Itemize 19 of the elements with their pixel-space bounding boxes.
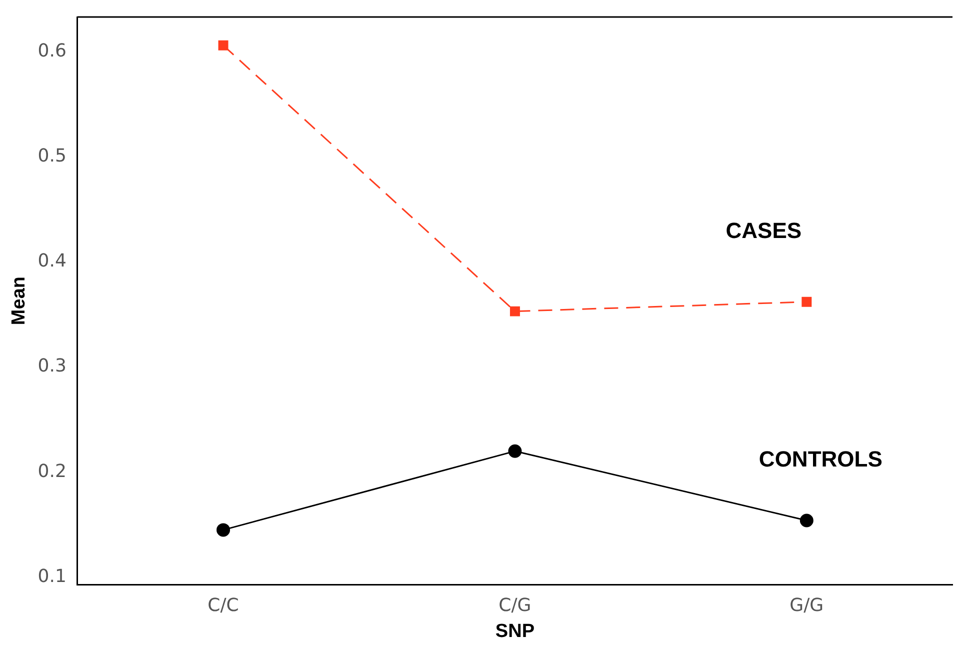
y-tick-label: 0.2 — [38, 460, 66, 482]
x-tick-label: C/G — [498, 595, 532, 616]
text: CASES — [726, 218, 802, 243]
y-tick-label: 0.1 — [38, 566, 66, 587]
point — [802, 296, 812, 307]
y-tick-label: 0.6 — [38, 40, 66, 62]
y-tick-label: 0.5 — [38, 145, 66, 166]
x-tick-label: G/G — [790, 595, 824, 616]
x-axis-title: SNP — [495, 620, 535, 642]
y-tick-label: 0.3 — [38, 356, 66, 377]
y-tick-label: 0.4 — [38, 250, 66, 272]
point — [800, 514, 814, 528]
point — [510, 306, 520, 316]
x-tick-label: C/C — [208, 595, 239, 616]
point — [508, 444, 522, 458]
y-axis-title: Mean — [8, 276, 30, 326]
point — [216, 523, 230, 537]
point — [218, 40, 228, 50]
series-label: CONTROLS — [758, 446, 882, 472]
